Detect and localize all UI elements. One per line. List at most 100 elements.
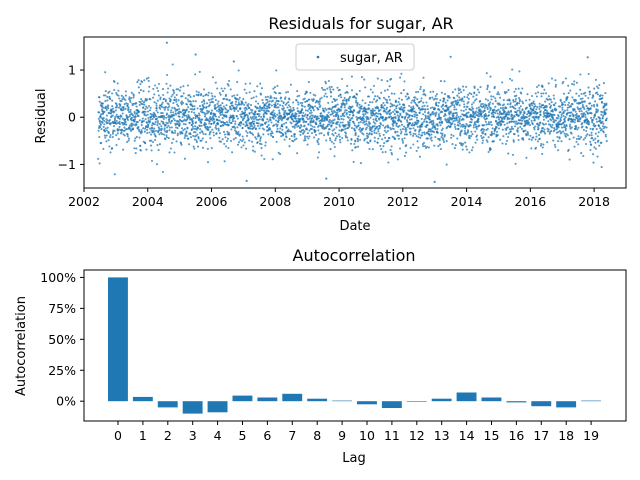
residual-point	[231, 101, 234, 104]
residual-point	[241, 126, 244, 129]
residual-point	[196, 145, 200, 148]
residual-point	[392, 119, 395, 122]
residual-point	[274, 101, 277, 104]
residual-point	[574, 118, 577, 121]
residual-point	[143, 130, 146, 133]
residual-point	[301, 114, 304, 117]
residual-point	[321, 118, 324, 121]
residual-point	[540, 142, 543, 145]
residual-point	[521, 108, 524, 112]
residual-point	[157, 82, 161, 86]
residual-point	[278, 109, 281, 112]
residual-point	[379, 123, 383, 126]
residual-point	[422, 107, 425, 111]
residual-point	[155, 107, 158, 110]
residual-point	[409, 122, 412, 125]
residual-point	[413, 110, 416, 113]
residual-point	[127, 106, 130, 109]
residual-point	[399, 128, 402, 131]
residual-point	[600, 141, 603, 144]
residual-point	[525, 134, 528, 137]
residual-point	[141, 80, 144, 84]
residual-point	[462, 85, 465, 88]
residual-point	[591, 137, 594, 140]
residual-point	[592, 95, 595, 98]
residual-point	[478, 115, 481, 118]
residual-point	[324, 107, 327, 110]
residual-point	[372, 118, 375, 121]
residual-point	[586, 112, 590, 115]
residual-point	[470, 103, 474, 106]
residual-point	[142, 90, 145, 93]
autocorrelation-bar	[182, 401, 203, 414]
residual-point	[302, 111, 305, 114]
residual-point	[336, 86, 339, 89]
residual-point	[463, 95, 466, 98]
residual-point	[98, 96, 101, 99]
residual-point	[589, 116, 593, 119]
residual-point	[133, 119, 136, 123]
residual-point	[592, 122, 596, 125]
residual-point	[566, 106, 569, 109]
residual-point	[390, 77, 393, 80]
residual-point	[399, 108, 402, 111]
residual-point	[193, 107, 196, 111]
residual-point	[602, 115, 605, 118]
residual-point	[276, 127, 279, 130]
residual-point	[133, 139, 136, 142]
residual-point	[476, 88, 479, 91]
residual-point	[374, 117, 378, 120]
residual-point	[479, 108, 482, 111]
residual-point	[559, 111, 562, 114]
residual-point	[436, 127, 439, 131]
residual-point	[378, 126, 381, 130]
residual-point	[461, 125, 464, 128]
residual-point	[397, 101, 400, 104]
residual-point	[542, 123, 545, 126]
residuals-y-tick-label: 1	[68, 63, 76, 78]
residual-point	[403, 154, 406, 157]
residual-point	[401, 108, 404, 111]
residual-point	[330, 91, 333, 94]
residual-point	[565, 97, 569, 101]
residual-point	[282, 108, 285, 112]
residual-point	[372, 121, 375, 124]
residual-point	[520, 92, 523, 95]
residual-point	[131, 128, 135, 131]
residual-point	[584, 94, 587, 97]
residual-point	[584, 136, 587, 139]
residual-point	[502, 120, 505, 123]
residual-point	[380, 79, 383, 82]
residual-point	[347, 99, 350, 102]
residual-point	[154, 138, 157, 142]
residual-point	[506, 126, 509, 129]
residual-point	[512, 99, 515, 102]
residual-point	[175, 93, 178, 96]
residual-point	[362, 117, 365, 120]
residual-point	[320, 112, 323, 115]
residual-point	[344, 123, 347, 127]
residual-point	[381, 116, 384, 119]
residual-point	[323, 127, 326, 131]
residual-point	[373, 109, 376, 112]
residual-point	[211, 128, 214, 131]
residual-point	[314, 105, 317, 108]
residual-point	[103, 119, 106, 123]
residual-point	[378, 132, 381, 135]
residual-point	[266, 95, 270, 98]
residual-point	[106, 121, 109, 125]
residual-point	[198, 114, 201, 117]
residual-point	[304, 113, 307, 116]
residual-point	[387, 161, 390, 164]
residual-point	[207, 128, 210, 131]
residual-point	[223, 142, 226, 145]
residual-point	[434, 136, 437, 139]
residual-point	[171, 131, 175, 134]
residual-point	[144, 127, 147, 130]
residual-point	[194, 131, 197, 134]
residual-point	[426, 137, 429, 140]
residual-point	[204, 113, 207, 116]
residual-point	[488, 103, 491, 106]
residual-point	[350, 75, 353, 78]
residual-point	[596, 104, 599, 107]
